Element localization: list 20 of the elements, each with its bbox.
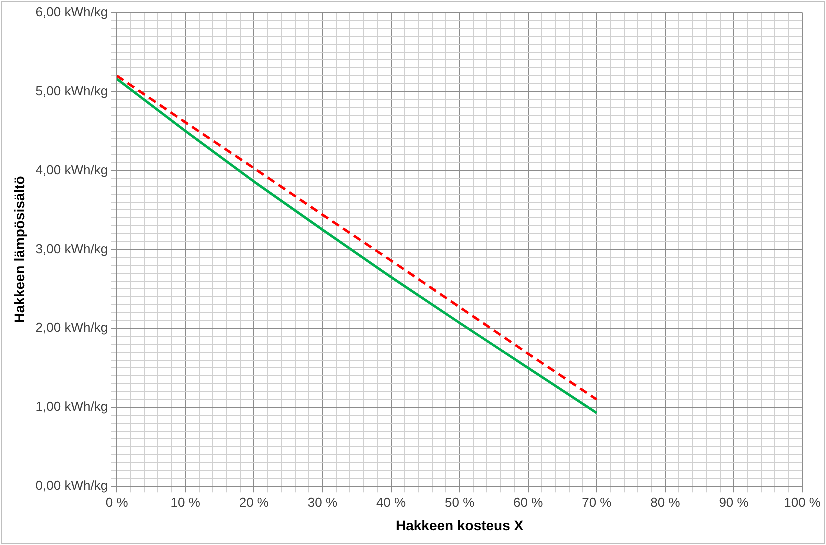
y-tick-label: 1,00 kWh/kg	[36, 399, 108, 414]
x-tick-label: 100 %	[784, 494, 822, 510]
x-tick-label: 0 %	[106, 494, 129, 510]
x-tick-label: 20 %	[239, 494, 270, 510]
y-tick-label: 6,00 kWh/kg	[36, 4, 108, 20]
y-axis-title: Hakkeen lämpösisältö	[11, 176, 28, 324]
x-tick-label: 10 %	[170, 494, 201, 510]
x-axis-title: Hakkeen kosteus X	[396, 517, 524, 534]
y-tick-label: 4,00 kWh/kg	[36, 162, 108, 178]
x-tick-label: 30 %	[308, 494, 338, 510]
y-tick-label: 5,00 kWh/kg	[36, 83, 108, 98]
x-tick-label: 50 %	[444, 494, 476, 510]
x-tick-label: 60 %	[514, 494, 544, 510]
x-tick-label: 80 %	[650, 494, 681, 510]
x-tick-label: 90 %	[719, 494, 750, 510]
x-tick-label: 70 %	[582, 494, 612, 510]
y-tick-label: 2,00 kWh/kg	[36, 320, 108, 336]
y-tick-label: 3,00 kWh/kg	[36, 241, 108, 256]
y-tick-label: 0,00 kWh/kg	[36, 478, 108, 494]
x-tick-label: 40 %	[376, 494, 407, 510]
